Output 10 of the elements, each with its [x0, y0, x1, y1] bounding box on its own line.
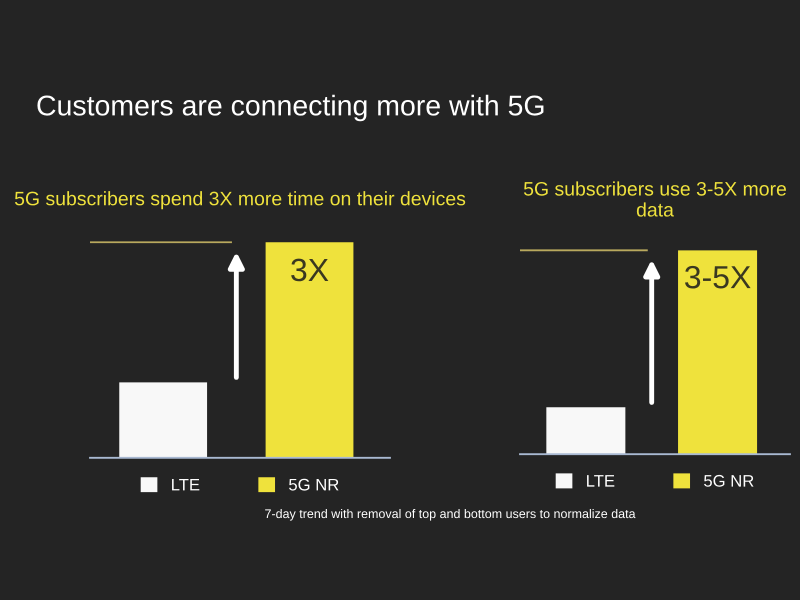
chart-subtitle: 5G subscribers use 3-5X more data — [524, 181, 786, 217]
annotation: 3-5X — [685, 266, 751, 288]
legend-label: LTE — [172, 478, 200, 490]
text: 7-day trend with removal of top and bottom users to normalize data — [265, 508, 636, 521]
legend-label: 5G NR — [289, 478, 339, 491]
chart-subtitle: 5G subscribers spend 3X more time on their devices — [14, 191, 466, 210]
legend-label: 5G NR — [704, 474, 754, 487]
chart-title: Customers are connecting more with 5G — [37, 94, 544, 122]
legend-label: LTE — [587, 475, 614, 487]
annotation: 3X — [291, 258, 328, 282]
